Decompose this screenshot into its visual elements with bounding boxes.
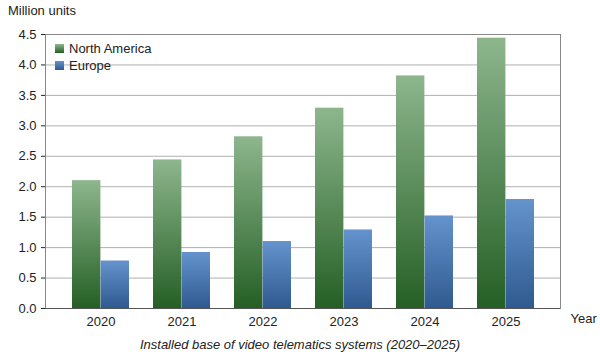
svg-text:3.5: 3.5 — [18, 88, 36, 103]
svg-text:2022: 2022 — [249, 314, 278, 329]
html-text:Europe: Europe — [69, 58, 111, 73]
html-text:Million units: Million units — [8, 3, 76, 18]
svg-text:0.0: 0.0 — [18, 301, 36, 316]
svg-text:1.0: 1.0 — [18, 240, 36, 255]
svg-text:1.5: 1.5 — [18, 209, 36, 224]
svg-text:0.5: 0.5 — [18, 270, 36, 285]
svg-text:Year: Year — [571, 311, 598, 326]
svg-text:2024: 2024 — [411, 314, 440, 329]
svg-text:2.5: 2.5 — [18, 148, 36, 163]
svg-text:2023: 2023 — [330, 314, 359, 329]
svg-text:2025: 2025 — [492, 314, 521, 329]
html-text:North America: North America — [69, 41, 152, 56]
svg-text:4.5: 4.5 — [18, 27, 36, 42]
svg-text:4.0: 4.0 — [18, 57, 36, 72]
svg-text:2021: 2021 — [168, 314, 197, 329]
svg-text:2.0: 2.0 — [18, 179, 36, 194]
svg-text:2020: 2020 — [87, 314, 116, 329]
svg-text:3.0: 3.0 — [18, 118, 36, 133]
html-text:Installed base of video telema: Installed base of video telematics syste… — [139, 337, 461, 352]
